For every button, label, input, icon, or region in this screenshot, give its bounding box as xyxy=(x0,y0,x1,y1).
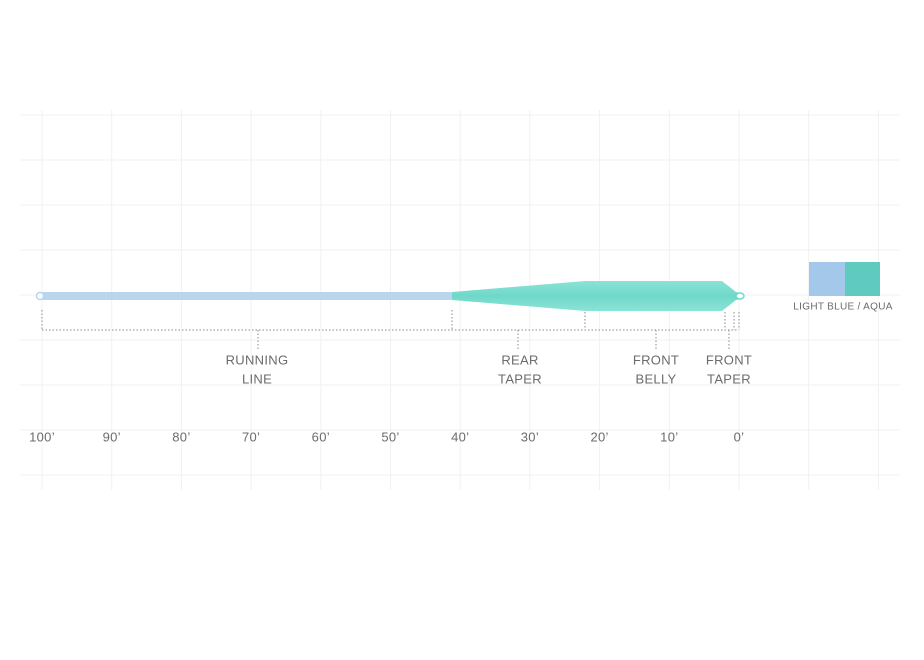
section-label: LINE xyxy=(242,371,272,386)
swatch-light-blue xyxy=(809,262,845,296)
distance-label: 80’ xyxy=(172,429,190,444)
distance-label: 30’ xyxy=(521,429,539,444)
section-label: FRONT xyxy=(706,352,752,367)
loop xyxy=(735,292,745,300)
section-label: FRONT xyxy=(633,352,679,367)
distance-label: 10’ xyxy=(660,429,678,444)
distance-label: 100’ xyxy=(29,429,55,444)
distance-label: 20’ xyxy=(590,429,608,444)
head-taper xyxy=(452,281,742,311)
distance-label: 40’ xyxy=(451,429,469,444)
running-line xyxy=(40,292,454,300)
section-brackets xyxy=(41,310,740,350)
distance-label: 0’ xyxy=(734,429,745,444)
distance-label: 50’ xyxy=(381,429,399,444)
line-end xyxy=(35,291,45,301)
distance-label: 60’ xyxy=(312,429,330,444)
distance-label: 90’ xyxy=(103,429,121,444)
section-label: BELLY xyxy=(635,371,676,386)
section-label: RUNNING xyxy=(226,352,289,367)
section-label: TAPER xyxy=(707,371,751,386)
swatch-label: LIGHT BLUE / AQUA xyxy=(793,302,892,313)
section-label: TAPER xyxy=(498,371,542,386)
distance-label: 70’ xyxy=(242,429,260,444)
section-label: REAR xyxy=(501,352,538,367)
swatch-aqua xyxy=(845,262,880,296)
